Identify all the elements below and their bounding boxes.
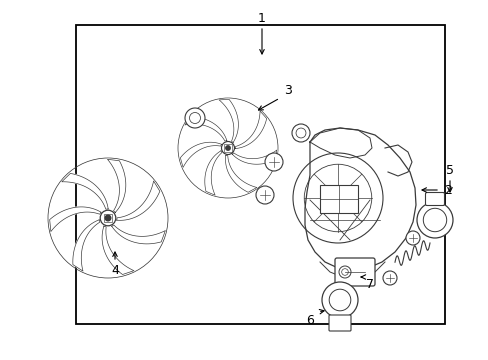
Circle shape	[224, 145, 230, 151]
Text: 1: 1	[258, 12, 265, 24]
Polygon shape	[50, 207, 101, 231]
FancyBboxPatch shape	[425, 193, 444, 206]
Bar	[319, 185, 357, 213]
Circle shape	[100, 210, 116, 226]
Polygon shape	[184, 117, 226, 141]
Text: 4: 4	[111, 264, 119, 276]
Circle shape	[405, 231, 419, 245]
Polygon shape	[232, 150, 276, 164]
Circle shape	[338, 266, 350, 278]
Polygon shape	[204, 151, 222, 195]
Circle shape	[382, 271, 396, 285]
Text: 2: 2	[443, 184, 451, 197]
FancyBboxPatch shape	[328, 315, 350, 331]
Bar	[76, 25, 444, 324]
Polygon shape	[61, 174, 108, 209]
Circle shape	[189, 112, 200, 123]
Polygon shape	[102, 226, 134, 275]
Circle shape	[256, 186, 273, 204]
Circle shape	[291, 124, 309, 142]
Bar	[224, 144, 231, 152]
Circle shape	[264, 153, 283, 171]
Polygon shape	[107, 159, 125, 212]
Polygon shape	[73, 220, 100, 271]
Circle shape	[416, 202, 452, 238]
Circle shape	[184, 108, 204, 128]
Bar	[103, 214, 112, 222]
Polygon shape	[112, 225, 165, 244]
Polygon shape	[235, 111, 266, 149]
Text: 3: 3	[284, 84, 291, 96]
Text: 7: 7	[365, 279, 373, 292]
Circle shape	[321, 282, 357, 318]
Circle shape	[104, 215, 111, 221]
Circle shape	[221, 141, 234, 154]
Polygon shape	[117, 181, 160, 220]
Circle shape	[341, 269, 347, 275]
FancyBboxPatch shape	[334, 258, 374, 286]
Polygon shape	[219, 99, 238, 143]
Text: 5: 5	[445, 163, 453, 176]
Polygon shape	[180, 142, 221, 167]
Circle shape	[295, 128, 305, 138]
Polygon shape	[225, 155, 256, 192]
Text: 6: 6	[305, 314, 313, 327]
